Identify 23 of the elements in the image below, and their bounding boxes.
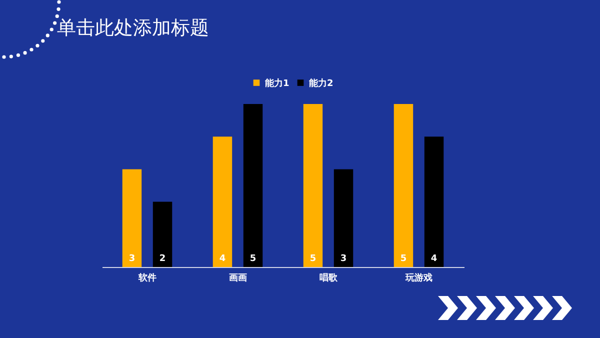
x-tick-label: 画画 bbox=[228, 272, 247, 284]
bar bbox=[152, 202, 172, 267]
bar bbox=[334, 169, 354, 267]
data-label: 5 bbox=[400, 254, 407, 264]
chart-title: 单击此处添加标题 bbox=[57, 17, 209, 39]
bar bbox=[394, 104, 414, 267]
data-label: 4 bbox=[219, 254, 226, 264]
legend-label: 能力2 bbox=[309, 78, 334, 89]
legend-label: 能力1 bbox=[265, 78, 290, 89]
bar bbox=[122, 169, 142, 267]
bar bbox=[424, 136, 444, 267]
x-tick-label: 玩游戏 bbox=[404, 272, 432, 284]
bar bbox=[303, 104, 323, 267]
data-label: 2 bbox=[159, 254, 166, 264]
data-label: 5 bbox=[310, 254, 316, 264]
data-label: 3 bbox=[340, 254, 347, 264]
data-label: 5 bbox=[250, 254, 256, 264]
x-tick-label: 唱歌 bbox=[319, 272, 338, 284]
data-label: 3 bbox=[128, 254, 136, 264]
bar bbox=[243, 104, 263, 267]
bar bbox=[212, 136, 232, 267]
x-tick-label: 软件 bbox=[137, 272, 156, 284]
data-label: 4 bbox=[430, 254, 438, 264]
